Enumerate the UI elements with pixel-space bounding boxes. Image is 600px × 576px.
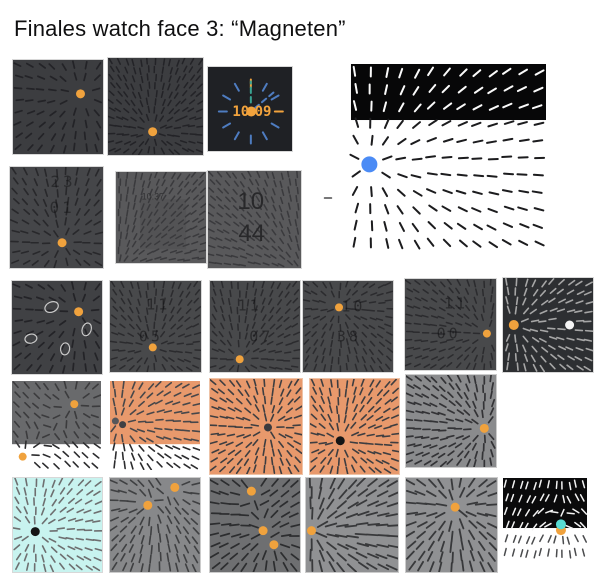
stray-mark bbox=[322, 194, 334, 202]
face-digits-10-38: 10 38 bbox=[303, 281, 393, 372]
face-time-10-44-art bbox=[208, 171, 301, 268]
face-gray-three-poles bbox=[210, 478, 300, 572]
face-blobs-art bbox=[12, 281, 102, 374]
face-black-vertical-field-art bbox=[503, 478, 587, 560]
face-gray-three-poles-art bbox=[210, 478, 300, 572]
face-time-10-37-art bbox=[116, 172, 206, 263]
face-black-vertical-field bbox=[503, 478, 587, 560]
face-radial-dark-b-art bbox=[108, 58, 203, 155]
face-orange-center-pole-art bbox=[210, 379, 302, 474]
field-study-large-art bbox=[348, 64, 546, 252]
face-time-10-44: 10 44 bbox=[208, 171, 301, 268]
face-cyan-art bbox=[13, 478, 102, 572]
face-blobs bbox=[12, 281, 102, 374]
face-gray-right-pole-art bbox=[406, 375, 496, 467]
field-study-large bbox=[348, 64, 546, 252]
face-digits-10-38-art bbox=[303, 281, 393, 372]
face-radial-dark-a-art bbox=[13, 60, 103, 154]
face-gray-two-poles-art bbox=[110, 478, 200, 572]
face-gray-two-poles bbox=[110, 478, 200, 572]
face-digits-11-05: 11 05 bbox=[110, 281, 201, 372]
stray-mark-art bbox=[322, 194, 334, 202]
face-digits-11-00: 11 00 bbox=[405, 279, 496, 370]
face-cyan bbox=[13, 478, 102, 572]
face-digits-11-07: 11 07 bbox=[210, 281, 300, 372]
face-digits-11-07-art bbox=[210, 281, 300, 372]
face-orange-center-pole bbox=[210, 379, 302, 474]
face-clock-ticks: 10 09 bbox=[208, 67, 292, 151]
face-split-orange-white bbox=[110, 381, 200, 470]
face-two-poles-dark bbox=[503, 278, 593, 372]
face-gray-left-rays-art bbox=[306, 478, 398, 572]
face-gray-top-rays bbox=[406, 478, 497, 572]
face-radial-dark-a bbox=[13, 60, 103, 154]
face-gray-right-pole bbox=[406, 375, 496, 467]
face-radial-dark-b bbox=[108, 58, 203, 155]
face-clock-ticks-art bbox=[208, 67, 292, 151]
face-two-poles-dark-art bbox=[503, 278, 593, 372]
face-gray-top-rays-art bbox=[406, 478, 497, 572]
face-digits-11-05-art bbox=[110, 281, 201, 372]
face-time-10-37: 10:37 bbox=[116, 172, 206, 263]
face-digits-23-01: 23 01 bbox=[10, 167, 103, 268]
face-orange-offset-pole bbox=[310, 379, 399, 474]
page-title: Finales watch face 3: “Magneten” bbox=[14, 16, 346, 41]
face-orange-offset-pole-art bbox=[310, 379, 399, 474]
face-gray-left-rays bbox=[306, 478, 398, 572]
face-split-gray-white bbox=[12, 381, 101, 470]
face-digits-23-01-art bbox=[10, 167, 103, 268]
face-split-orange-white-art bbox=[110, 381, 200, 470]
face-digits-11-00-art bbox=[405, 279, 496, 370]
face-split-gray-white-art bbox=[12, 381, 101, 470]
